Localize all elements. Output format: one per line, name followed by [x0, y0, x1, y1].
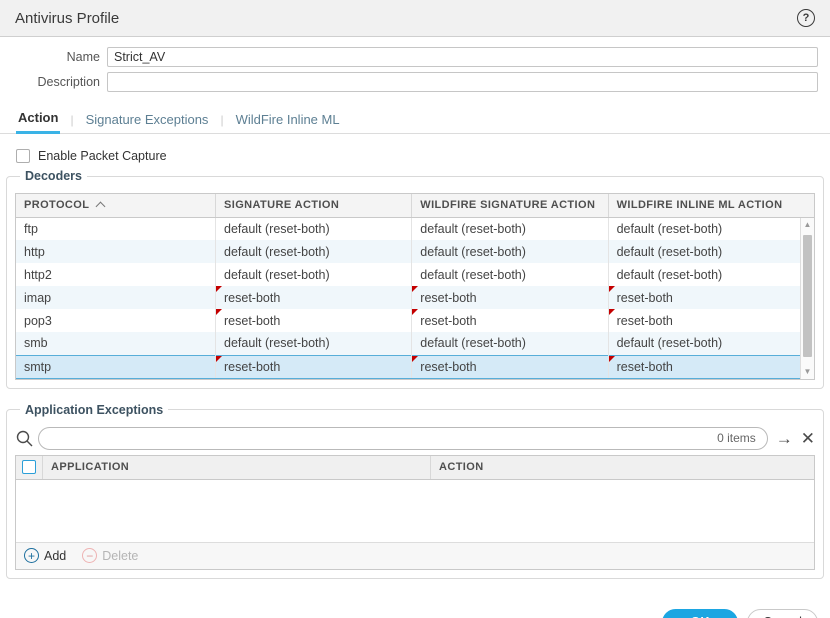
wildfire-signature-action-cell[interactable]: default (reset-both): [411, 240, 609, 263]
packet-capture-checkbox[interactable]: [16, 149, 30, 163]
application-exceptions-section: Application Exceptions 0 items → ✕ APPLI…: [6, 402, 824, 579]
search-row: 0 items → ✕: [15, 426, 815, 450]
table-row-http2[interactable]: http2 default (reset-both) default (rese…: [16, 263, 814, 286]
protocol-cell[interactable]: smb: [16, 332, 216, 355]
table-row-http[interactable]: http default (reset-both) default (reset…: [16, 240, 814, 263]
column-header-signature-action[interactable]: SIGNATURE ACTION: [215, 194, 413, 218]
apply-filter-icon[interactable]: →: [775, 428, 793, 448]
sort-ascending-icon: [97, 201, 105, 209]
scroll-down-icon[interactable]: ▼: [803, 366, 812, 376]
wildfire-inline-ml-action-cell[interactable]: default (reset-both): [608, 332, 814, 355]
dialog-footer: OK Cancel: [0, 608, 818, 618]
column-header-protocol[interactable]: PROTOCOL: [16, 194, 216, 218]
protocol-cell[interactable]: pop3: [16, 309, 216, 332]
decoders-header-row: PROTOCOL SIGNATURE ACTION WILDFIRE SIGNA…: [16, 194, 814, 218]
signature-action-cell[interactable]: default (reset-both): [215, 217, 413, 240]
application-filter-input[interactable]: [38, 426, 768, 450]
signature-action-cell[interactable]: default (reset-both): [215, 263, 413, 286]
application-exceptions-legend: Application Exceptions: [25, 402, 164, 417]
signature-action-cell[interactable]: reset-both: [215, 309, 413, 332]
help-icon[interactable]: ?: [797, 9, 815, 27]
wildfire-signature-action-cell[interactable]: reset-both: [411, 286, 609, 309]
add-button[interactable]: + Add: [24, 548, 66, 563]
tab-wildfire-inline-ml[interactable]: WildFire Inline ML: [235, 112, 340, 127]
tab-action[interactable]: Action: [16, 106, 61, 134]
tab-separator: |: [70, 113, 74, 127]
packet-capture-label: Enable Packet Capture: [38, 149, 167, 163]
table-row-pop3[interactable]: pop3 reset-both reset-both reset-both: [16, 309, 814, 332]
clear-filter-icon[interactable]: ✕: [800, 428, 815, 448]
profile-form: Name Description: [0, 37, 830, 92]
wildfire-signature-action-cell[interactable]: default (reset-both): [411, 263, 609, 286]
signature-action-cell[interactable]: default (reset-both): [215, 332, 413, 355]
name-field[interactable]: [107, 47, 818, 67]
application-table-body-empty: [16, 479, 814, 542]
wildfire-inline-ml-action-cell[interactable]: reset-both: [608, 286, 814, 309]
items-count-badge: 0 items: [717, 430, 756, 445]
decoders-legend: Decoders: [25, 169, 82, 183]
column-header-action[interactable]: ACTION: [439, 461, 484, 473]
wildfire-inline-ml-action-cell[interactable]: default (reset-both): [608, 240, 814, 263]
protocol-cell[interactable]: imap: [16, 286, 216, 309]
wildfire-inline-ml-action-cell[interactable]: reset-both: [608, 354, 814, 379]
wildfire-signature-action-cell[interactable]: default (reset-both): [411, 217, 609, 240]
wildfire-signature-action-cell[interactable]: reset-both: [411, 354, 609, 379]
table-row-imap[interactable]: imap reset-both reset-both reset-both: [16, 286, 814, 309]
table-row-smtp[interactable]: smtp reset-both reset-both reset-both: [16, 354, 814, 379]
protocol-cell[interactable]: http: [16, 240, 216, 263]
ok-button[interactable]: OK: [662, 608, 738, 618]
tab-signature-exceptions[interactable]: Signature Exceptions: [85, 112, 209, 127]
column-header-wildfire-inline-ml-action[interactable]: WILDFIRE INLINE ML ACTION: [608, 194, 814, 218]
protocol-cell[interactable]: ftp: [16, 217, 216, 240]
decoders-table: PROTOCOL SIGNATURE ACTION WILDFIRE SIGNA…: [15, 193, 815, 380]
signature-action-cell[interactable]: reset-both: [215, 354, 413, 379]
wildfire-inline-ml-action-cell[interactable]: default (reset-both): [616, 221, 723, 236]
wildfire-inline-ml-action-cell[interactable]: default (reset-both): [616, 267, 723, 282]
table-row-smb[interactable]: smb default (reset-both) default (reset-…: [16, 332, 814, 355]
delete-icon: −: [82, 548, 98, 563]
search-icon[interactable]: [15, 429, 34, 448]
dialog-title: Antivirus Profile: [15, 9, 120, 27]
wildfire-signature-action-cell[interactable]: reset-both: [411, 309, 609, 332]
vertical-scrollbar[interactable]: ▲ ▼: [800, 218, 814, 379]
dialog-titlebar: Antivirus Profile ?: [0, 0, 830, 37]
name-label: Name: [66, 50, 100, 64]
description-label: Description: [37, 75, 100, 89]
tab-bar: Action | Signature Exceptions | WildFire…: [0, 98, 830, 134]
wildfire-signature-action-cell[interactable]: default (reset-both): [411, 332, 609, 355]
scroll-up-icon[interactable]: ▲: [803, 220, 812, 229]
protocol-cell[interactable]: smtp: [16, 354, 216, 379]
protocol-cell[interactable]: http2: [16, 263, 216, 286]
signature-action-cell[interactable]: default (reset-both): [215, 240, 413, 263]
column-header-wildfire-signature-action[interactable]: WILDFIRE SIGNATURE ACTION: [411, 194, 609, 218]
description-field[interactable]: [107, 72, 818, 92]
delete-button[interactable]: − Delete: [82, 548, 138, 563]
add-icon: +: [24, 548, 39, 563]
select-all-checkbox[interactable]: [22, 460, 36, 474]
decoders-section: Decoders PROTOCOL SIGNATURE ACTION WILDF…: [6, 169, 824, 389]
signature-action-cell[interactable]: reset-both: [215, 286, 413, 309]
table-row-ftp[interactable]: ftp default (reset-both) default (reset-…: [16, 217, 814, 240]
application-table-footer: + Add − Delete: [16, 541, 814, 569]
wildfire-inline-ml-action-cell[interactable]: reset-both: [608, 309, 814, 332]
scrollbar-thumb[interactable]: [803, 235, 812, 357]
application-exceptions-table: APPLICATION ACTION + Add − Delete: [15, 454, 815, 570]
column-header-application[interactable]: APPLICATION: [43, 455, 431, 479]
packet-capture-row: Enable Packet Capture: [16, 149, 830, 163]
tab-separator: |: [220, 113, 224, 127]
cancel-button[interactable]: Cancel: [747, 608, 818, 618]
application-table-header: APPLICATION ACTION: [16, 455, 814, 480]
